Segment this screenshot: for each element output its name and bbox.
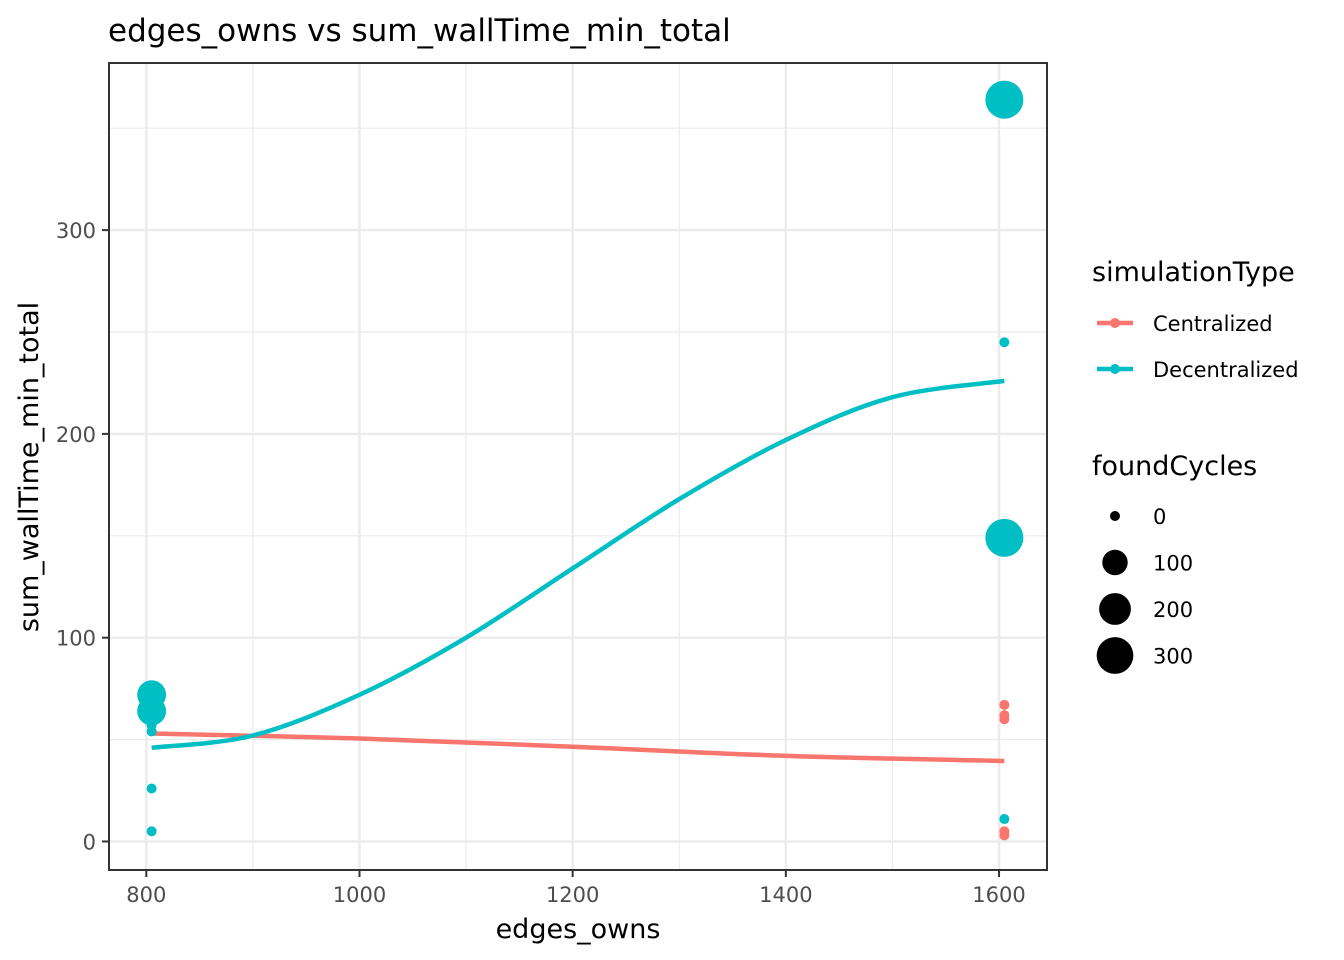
centralized-point bbox=[999, 830, 1010, 841]
y-axis: 0 100 200 300 bbox=[56, 219, 109, 854]
decentralized-point bbox=[146, 826, 157, 837]
legend-dot-centralized bbox=[1110, 318, 1120, 328]
decentralized-trend-line bbox=[151, 378, 1005, 750]
size-legend-label: 300 bbox=[1153, 645, 1193, 669]
size-legend-label: 200 bbox=[1153, 598, 1193, 622]
decentralized-point bbox=[146, 783, 157, 794]
color-legend-keys: Centralized Decentralized bbox=[1097, 312, 1299, 382]
color-legend-title: simulationType bbox=[1092, 257, 1295, 288]
x-axis-title: edges_owns bbox=[496, 914, 661, 945]
data-points bbox=[137, 80, 1024, 841]
size-legend-circle bbox=[1110, 511, 1120, 521]
legend-label-centralized: Centralized bbox=[1153, 312, 1273, 336]
size-legend-label: 100 bbox=[1153, 552, 1193, 576]
decentralized-point bbox=[999, 337, 1010, 348]
x-tick-label: 800 bbox=[126, 883, 166, 907]
x-tick-label: 1600 bbox=[972, 883, 1025, 907]
y-tick-label: 300 bbox=[56, 219, 96, 243]
x-tick-label: 1400 bbox=[759, 883, 812, 907]
size-legend-circle bbox=[1099, 593, 1131, 625]
chart-title: edges_owns vs sum_wallTime_min_total bbox=[108, 13, 731, 49]
size-legend-circle bbox=[1102, 549, 1128, 576]
decentralized-point bbox=[985, 80, 1024, 119]
trend-lines bbox=[151, 378, 1005, 764]
plot-border bbox=[108, 62, 1048, 871]
y-tick-label: 200 bbox=[56, 423, 96, 447]
centralized-point bbox=[999, 714, 1010, 725]
legend: simulationType CentralizedDecentralized … bbox=[1092, 257, 1299, 674]
x-tick-label: 1000 bbox=[333, 883, 386, 907]
decentralized-point bbox=[146, 726, 157, 737]
size-legend-title: foundCycles bbox=[1092, 451, 1257, 482]
grid-minor bbox=[109, 63, 1047, 870]
size-legend-circle bbox=[1096, 637, 1134, 674]
centralized-trend-line bbox=[151, 731, 1005, 764]
centralized-point bbox=[999, 699, 1010, 710]
decentralized-point bbox=[985, 518, 1024, 557]
grid-major bbox=[109, 63, 1047, 870]
size-legend-keys: 0 100 200 300 bbox=[1096, 505, 1193, 674]
decentralized-point bbox=[137, 696, 167, 726]
decentralized-point bbox=[999, 814, 1010, 825]
y-axis-title: sum_wallTime_min_total bbox=[14, 302, 45, 632]
size-legend-label: 0 bbox=[1153, 505, 1166, 529]
x-tick-label: 1200 bbox=[546, 883, 599, 907]
y-tick-label: 0 bbox=[83, 830, 96, 854]
legend-dot-decentralized bbox=[1110, 364, 1120, 374]
x-axis: 800 1000 1200 1400 1600 bbox=[126, 870, 1026, 907]
legend-label-decentralized: Decentralized bbox=[1153, 358, 1299, 382]
y-tick-label: 100 bbox=[56, 627, 96, 651]
